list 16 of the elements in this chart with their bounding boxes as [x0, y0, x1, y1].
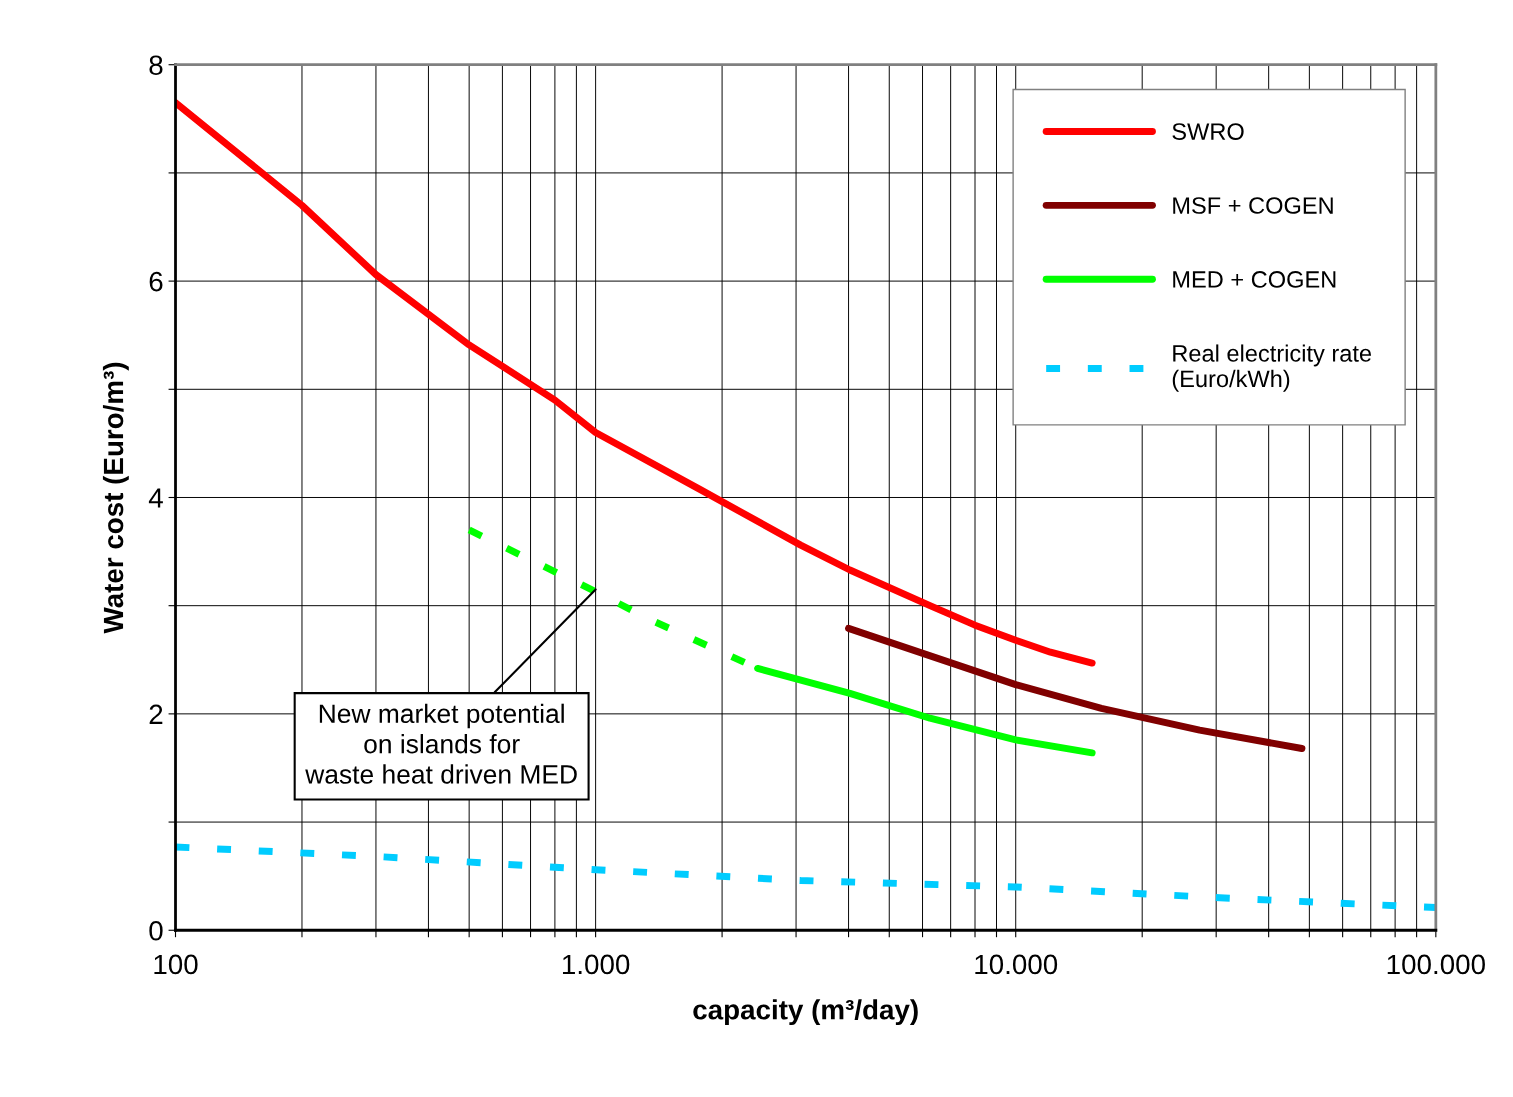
legend-label: SWRO	[1172, 123, 1244, 140]
y-tick-label: 2	[149, 704, 163, 724]
y-axis-title: Water cost (Euro/m³)	[102, 362, 129, 634]
legend-label: MED + COGEN	[1173, 271, 1336, 288]
x-tick-label: 1.000	[562, 954, 630, 975]
y-tick-label: 0	[149, 920, 163, 941]
x-tick-label: 100	[154, 954, 198, 975]
y-tick-label: 6	[149, 271, 163, 292]
legend-label: MSF + COGEN	[1173, 197, 1333, 214]
annotation: New market potential on islands for waste heat driven MED	[305, 703, 577, 784]
y-tick-label: 4	[148, 488, 163, 508]
x-axis-title: capacity (m³/day)	[693, 999, 918, 1026]
y-tick-label: 8	[149, 55, 163, 76]
legend-label: Real electricity rate (Euro/kWh)	[1172, 344, 1372, 392]
x-tick-label: 100.000	[1387, 954, 1485, 975]
x-tick-label: 10.000	[975, 954, 1058, 975]
